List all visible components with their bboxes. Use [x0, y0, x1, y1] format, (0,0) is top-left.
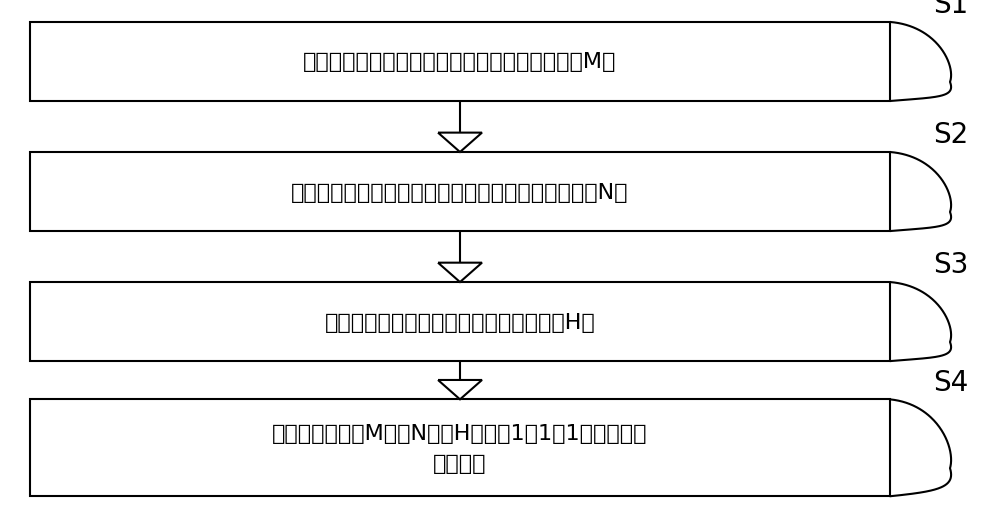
Text: 将络合剂、稳定剂与钌盐按照对应质量浓度比配置成N剂: 将络合剂、稳定剂与钌盐按照对应质量浓度比配置成N剂 — [291, 182, 629, 202]
Text: 将表面活性剂与硫酸按照对应质量浓度比配置成M剂: 将表面活性剂与硫酸按照对应质量浓度比配置成M剂 — [303, 52, 617, 72]
Text: S3: S3 — [933, 251, 968, 279]
Text: 将分散剂浓度按照对应质量浓度配比形成H剂: 将分散剂浓度按照对应质量浓度配比形成H剂 — [325, 312, 595, 332]
Bar — [30, 282, 890, 361]
Bar — [30, 153, 890, 232]
Text: S4: S4 — [933, 368, 968, 396]
Text: S1: S1 — [933, 0, 968, 19]
Text: 在常温环境下，M剂、N剂及H剂按照1：1：1的开缸比例
配置溶液: 在常温环境下，M剂、N剂及H剂按照1：1：1的开缸比例 配置溶液 — [272, 423, 648, 473]
Bar — [30, 400, 890, 496]
Text: S2: S2 — [933, 121, 968, 149]
Polygon shape — [438, 263, 482, 282]
Bar — [30, 23, 890, 102]
Polygon shape — [438, 380, 482, 400]
Polygon shape — [438, 133, 482, 153]
